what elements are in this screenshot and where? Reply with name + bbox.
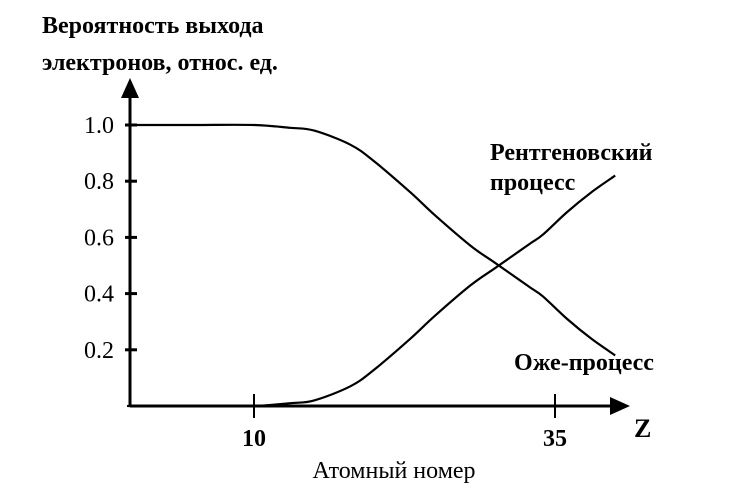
series-layer xyxy=(126,123,616,408)
y-tick-label: 0.4 xyxy=(84,282,114,308)
series-label-auger: Оже-процесс xyxy=(514,350,654,376)
series-label-xray-line-1: Рентгеновский xyxy=(490,140,653,166)
y-tick-label: 1.0 xyxy=(84,113,114,139)
x-tick-label: 35 xyxy=(543,426,567,452)
y-tick-label: 0.6 xyxy=(84,225,114,251)
x-axis-arrow xyxy=(610,397,630,415)
auger-curve xyxy=(126,123,616,357)
y-axis-title-line-1: Вероятность выхода xyxy=(42,13,264,39)
x-axis-title: Атомный номер xyxy=(312,458,475,484)
y-axis-title-line-2: электронов, относ. ед. xyxy=(42,50,278,76)
x-tick-label: 10 xyxy=(242,426,266,452)
y-axis-arrow xyxy=(121,78,139,98)
y-ticks: 0.2 0.4 0.6 0.8 1.0 xyxy=(84,113,137,364)
xray-curve xyxy=(126,174,616,408)
y-tick-label: 0.8 xyxy=(84,169,114,195)
series-label-xray-line-2: процесс xyxy=(490,170,576,196)
y-tick-label: 0.2 xyxy=(84,338,114,364)
x-axis-symbol: Z xyxy=(634,414,651,443)
x-ticks: 10 35 xyxy=(242,394,567,452)
